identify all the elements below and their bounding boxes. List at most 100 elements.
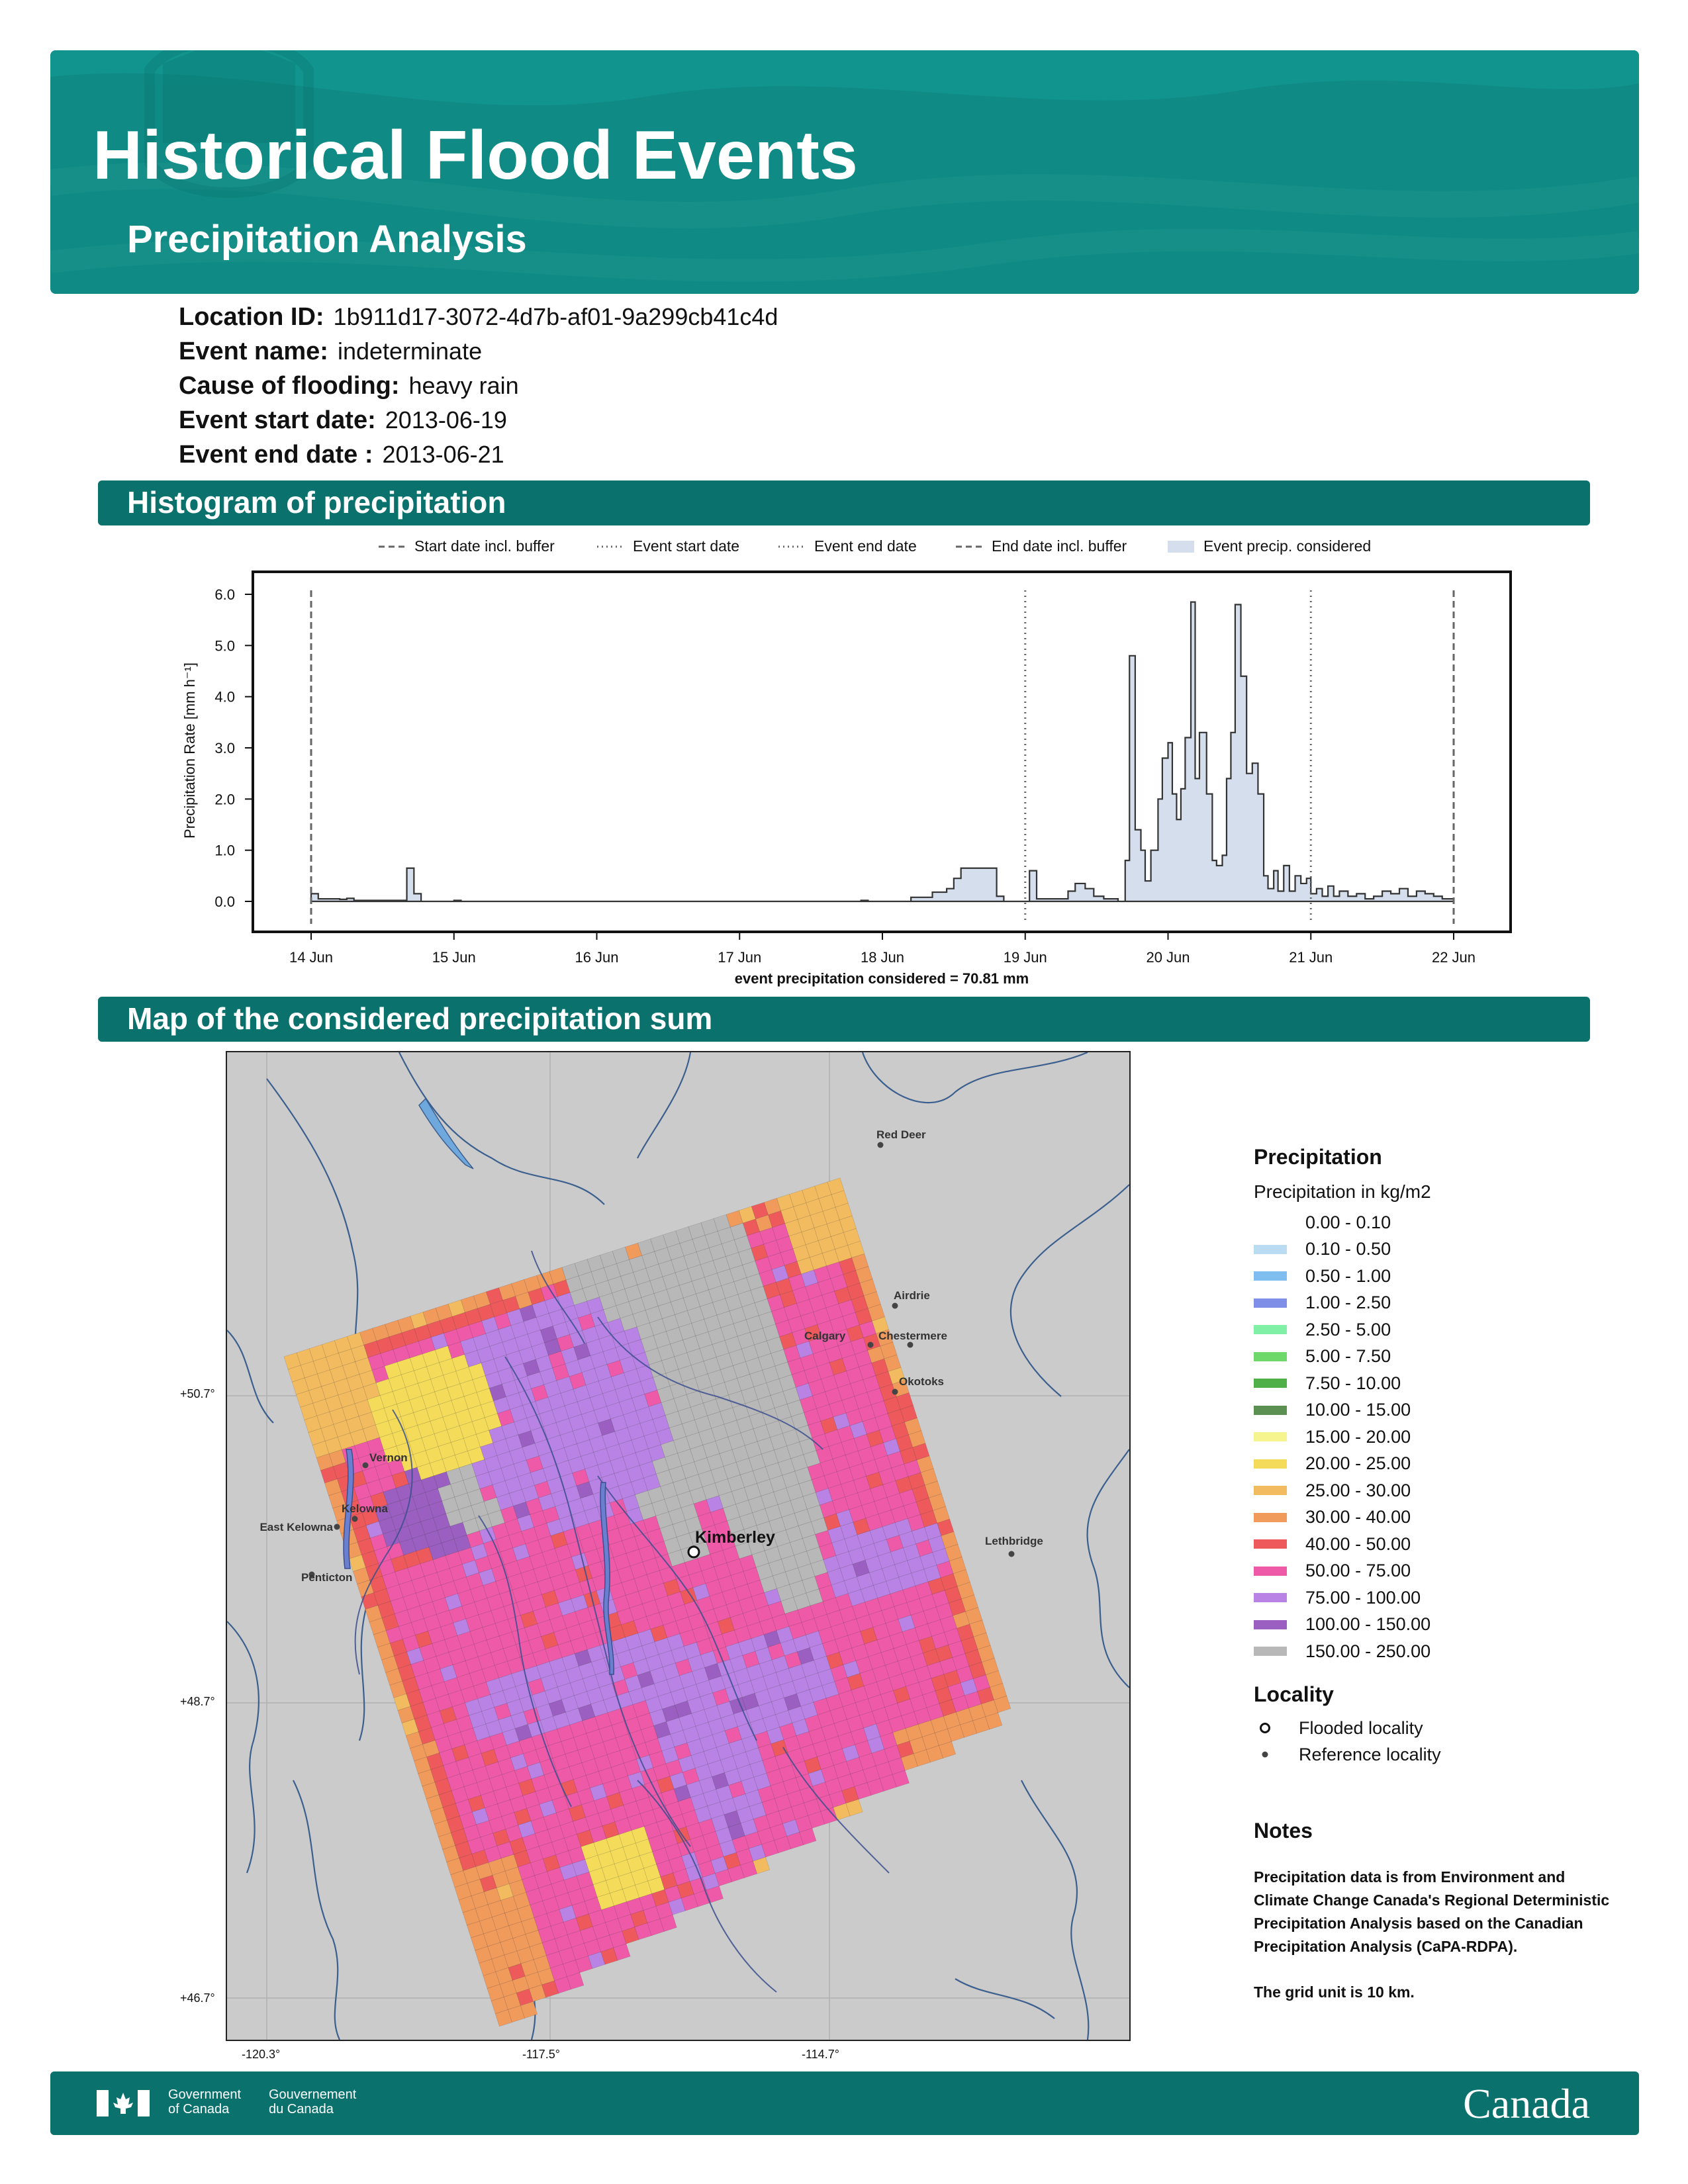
reference-locality-label: Calgary (804, 1330, 846, 1342)
grid-cell (520, 2001, 538, 2019)
precip-class-label: 150.00 - 250.00 (1305, 1641, 1431, 1661)
reference-locality-label: Kelowna (342, 1502, 388, 1515)
grid-cell (799, 1827, 817, 1846)
legend-event-start: Event start date (597, 537, 739, 555)
precip-class-3: 1.00 - 2.50 (1254, 1290, 1431, 1317)
header-banner: Historical Flood Events Precipitation An… (50, 50, 1639, 294)
reference-locality-marker (1008, 1551, 1015, 1557)
plot-area (252, 570, 1512, 933)
flooded-locality-marker[interactable] (687, 1545, 700, 1559)
precip-class-label: 75.00 - 100.00 (1305, 1587, 1421, 1608)
precip-class-1: 0.10 - 0.50 (1254, 1236, 1431, 1263)
page-title: Historical Flood Events (93, 117, 858, 194)
precip-class-label: 50.00 - 75.00 (1305, 1561, 1411, 1581)
precip-class-8: 15.00 - 20.00 (1254, 1424, 1431, 1451)
event-name-label: Event name: (179, 338, 328, 365)
reference-locality-label: Airdrie (894, 1289, 930, 1302)
precip-class-4: 2.50 - 5.00 (1254, 1316, 1431, 1343)
gov-fr-line1: Gouvernement (269, 2087, 357, 2102)
x-tick-label-1: 15 Jun (432, 949, 476, 966)
precip-class-swatch (1254, 1539, 1287, 1549)
precip-class-7: 10.00 - 15.00 (1254, 1397, 1431, 1424)
notes-panel: Notes Precipitation data is from Environ… (1254, 1819, 1611, 2026)
section-histogram-header: Histogram of precipitation (98, 480, 1590, 525)
precip-class-11: 30.00 - 40.00 (1254, 1504, 1431, 1531)
y-tick-label-4: 4.0 (214, 689, 235, 705)
precip-class-label: 20.00 - 25.00 (1305, 1453, 1411, 1474)
precip-class-label: 40.00 - 50.00 (1305, 1533, 1411, 1554)
precip-class-swatch (1254, 1486, 1287, 1496)
background-river-10 (955, 1978, 1055, 2019)
precip-class-swatch (1254, 1647, 1287, 1657)
precip-class-6: 7.50 - 10.00 (1254, 1370, 1431, 1397)
section-histogram-title: Histogram of precipitation (127, 485, 506, 520)
event-name-row: Event name: indeterminate (179, 338, 482, 366)
background-river-9 (1021, 1780, 1090, 2040)
flooded-locality-marker-icon (1256, 1722, 1274, 1734)
precipitation-histogram: 0.0 1.0 2.0 3.0 4.0 5.0 6.0 14 Jun 15 Jun 16 Jun 1… (181, 570, 1512, 987)
precip-class-0: 0.00 - 0.10 (1254, 1209, 1431, 1236)
section-map-title: Map of the considered precipitation sum (127, 1001, 713, 1036)
x-tick-label-5: 19 Jun (1004, 949, 1047, 966)
notes-data-source: Precipitation data is from Environment a… (1254, 1868, 1610, 1955)
page-subtitle: Precipitation Analysis (127, 218, 527, 261)
precip-class-swatch (1254, 1218, 1287, 1228)
house-logo-icon (144, 50, 314, 198)
reference-locality-label: Vernon (369, 1451, 408, 1464)
lat-label-3: +46.7° (180, 1991, 215, 2005)
y-tick-label-6: 6.0 (214, 586, 235, 603)
precip-class-swatch (1254, 1405, 1287, 1415)
river-3 (597, 1475, 757, 1741)
background-river-5 (1086, 1449, 1129, 1688)
lon-label-2: -117.5° (522, 2048, 560, 2061)
reference-locality-marker (334, 1524, 340, 1530)
precipitation-map[interactable]: Red Deer Airdrie Calgary Chestermere Okotoks… (226, 1051, 1131, 2041)
y-tick-label-1: 1.0 (214, 842, 235, 859)
reference-locality-label: Lethbridge (985, 1535, 1043, 1547)
background-river-7 (293, 1780, 340, 2040)
precip-class-5: 5.00 - 7.50 (1254, 1343, 1431, 1371)
grid-cell (567, 1972, 585, 1990)
precip-class-13: 50.00 - 75.00 (1254, 1558, 1431, 1585)
reference-locality-label: East Kelowna (259, 1521, 333, 1533)
precip-class-label: 1.00 - 2.50 (1305, 1293, 1391, 1313)
grid-cell (892, 1770, 910, 1788)
lon-label-3: -114.7° (802, 2048, 839, 2061)
reference-locality-marker-icon (1256, 1750, 1274, 1759)
legend-end-buffer: End date incl. buffer (956, 537, 1127, 555)
kootenay-lake-shape (600, 1482, 614, 1675)
grid-cell (613, 1943, 631, 1961)
background-river-6 (227, 1621, 259, 1874)
event-name-value: indeterminate (337, 338, 483, 365)
precip-class-swatch (1254, 1244, 1287, 1254)
precip-class-12: 40.00 - 50.00 (1254, 1531, 1431, 1558)
river-4 (782, 1747, 890, 1874)
grid-cell (588, 1951, 606, 1969)
gov-fr-line2: du Canada (269, 2102, 334, 2116)
reference-locality-marker (892, 1388, 898, 1395)
grid-cell (659, 1914, 677, 1932)
legend-event-end-label: Event end date (814, 537, 917, 555)
locality-legend: Locality Flooded locality Reference loca… (1254, 1682, 1441, 1768)
grid-cell (938, 1741, 957, 1759)
end-date-label: Event end date : (179, 441, 373, 469)
grid-cell (985, 1712, 1003, 1730)
start-date-label: Event start date: (179, 406, 376, 434)
grid-cell (411, 1576, 429, 1594)
river-7 (531, 1250, 585, 1344)
precip-class-swatch (1254, 1619, 1287, 1629)
precip-class-swatch (1254, 1379, 1287, 1388)
background-river-1 (399, 1052, 605, 1205)
precip-class-swatch (1254, 1271, 1287, 1281)
precip-class-label: 5.00 - 7.50 (1305, 1346, 1391, 1367)
lon-label-1: -120.3° (242, 2048, 281, 2061)
river-2 (597, 1316, 823, 1450)
end-date-row: Event end date : 2013-06-21 (179, 441, 504, 469)
gov-en-line1: Government (168, 2087, 242, 2102)
background-river-4 (1009, 1184, 1129, 1397)
legend-event-start-label: Event start date (633, 537, 740, 555)
canada-flag-icon (97, 2090, 150, 2116)
precip-class-label: 30.00 - 40.00 (1305, 1507, 1411, 1527)
reference-locality-label: Reference locality (1299, 1744, 1441, 1764)
grid-cell (753, 1856, 771, 1874)
